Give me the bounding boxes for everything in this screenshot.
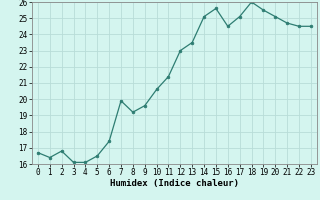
- X-axis label: Humidex (Indice chaleur): Humidex (Indice chaleur): [110, 179, 239, 188]
